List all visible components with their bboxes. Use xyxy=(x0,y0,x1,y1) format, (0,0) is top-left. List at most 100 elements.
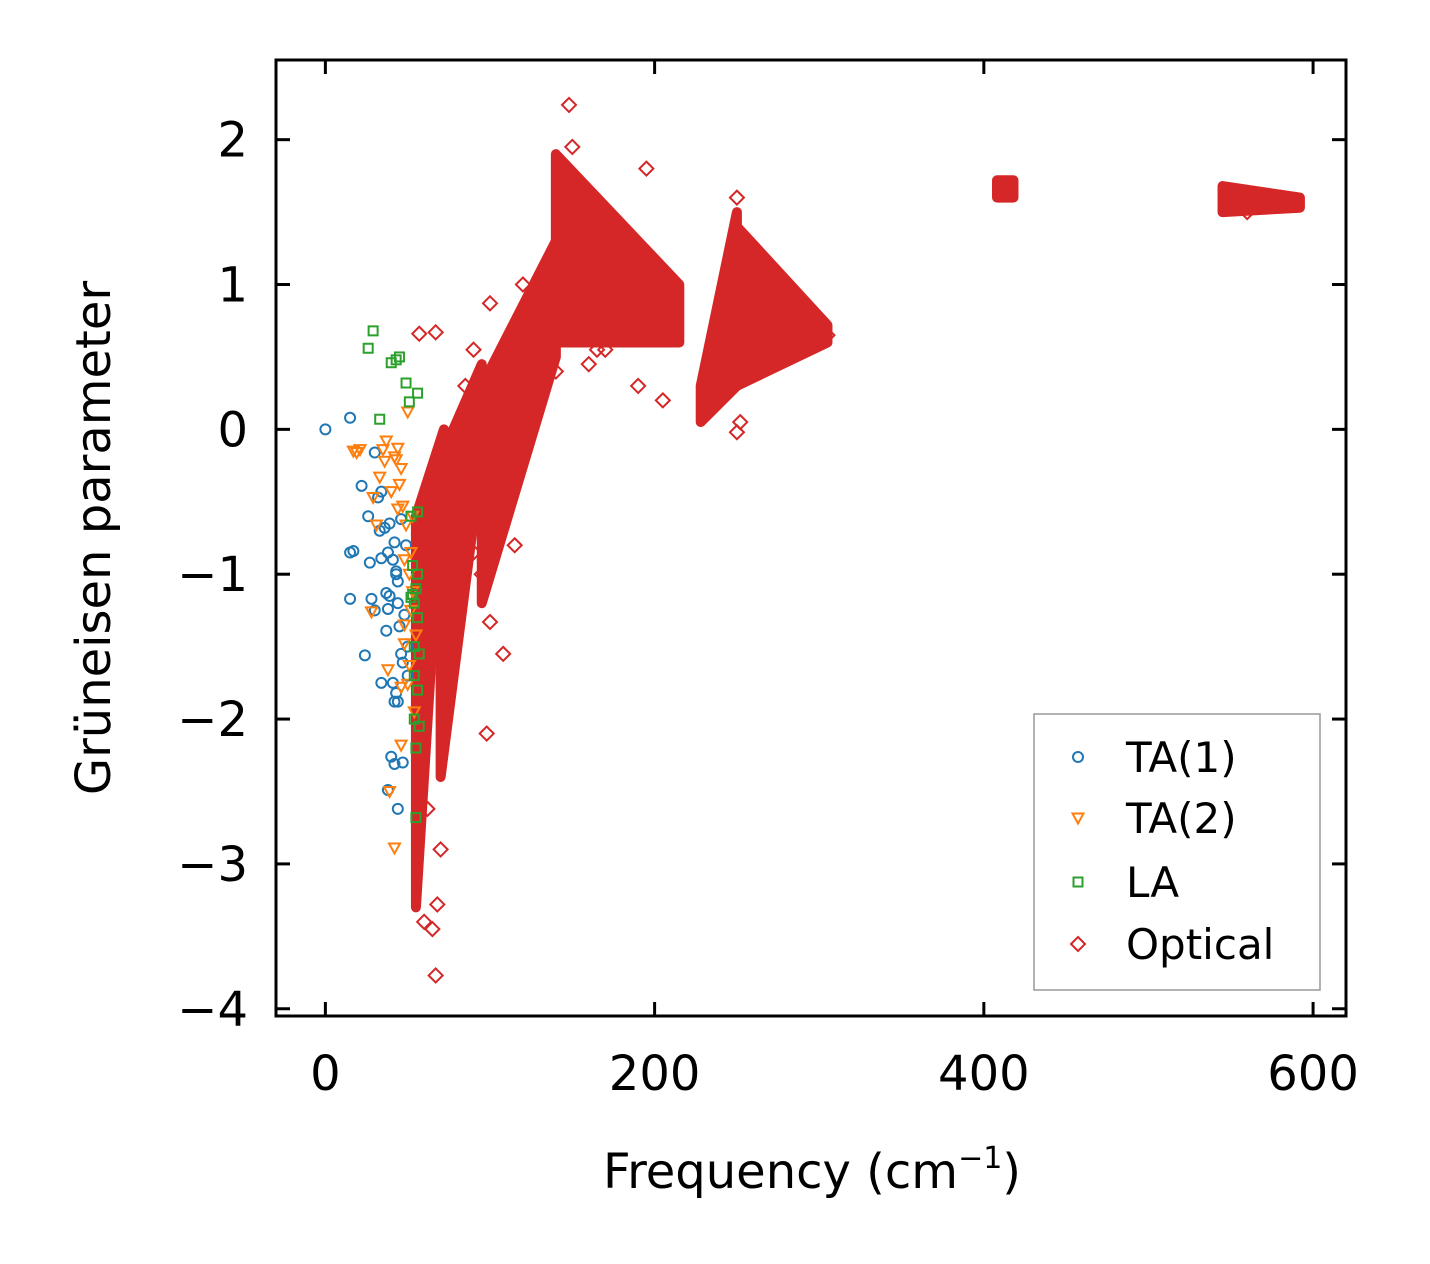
legend-label: TA(2) xyxy=(1125,794,1237,843)
optical-band xyxy=(731,221,833,391)
optical-point xyxy=(761,305,779,322)
optical-point xyxy=(465,341,482,359)
optical-band xyxy=(695,207,742,428)
y-tick-label: −1 xyxy=(177,547,248,603)
x-tick-label: 400 xyxy=(938,1046,1030,1102)
ta-1-point xyxy=(388,536,401,549)
la-point xyxy=(412,568,424,580)
legend-entry: TA(2) xyxy=(1070,794,1237,843)
ta-1-point xyxy=(386,553,399,566)
ta-2-point xyxy=(400,406,415,420)
optical-point xyxy=(991,177,1009,195)
ta-1-point xyxy=(375,676,388,689)
optical-point xyxy=(1288,196,1306,214)
ta-2-point xyxy=(369,519,384,533)
ta-1-point xyxy=(391,575,404,588)
y-tick-label: −4 xyxy=(177,982,248,1038)
ta-2-point xyxy=(393,739,409,753)
optical-point xyxy=(1000,184,1017,202)
la-point xyxy=(410,812,422,824)
ta-1-point xyxy=(347,545,360,558)
ta-1-point xyxy=(385,750,398,763)
y-tick-label: −2 xyxy=(177,692,248,748)
la-point xyxy=(413,648,425,660)
ta-2-point xyxy=(365,491,381,506)
ta-2-point xyxy=(372,471,387,485)
optical-point xyxy=(563,138,581,156)
la-point xyxy=(390,354,402,366)
ta-1-point xyxy=(391,802,404,815)
optical-point xyxy=(473,565,491,583)
la-point xyxy=(393,351,405,363)
optical-band xyxy=(550,149,685,348)
x-axis-title-close: ) xyxy=(1002,1144,1021,1200)
la-point xyxy=(412,684,424,696)
optical-point xyxy=(580,355,598,373)
y-tick-label: 1 xyxy=(217,258,248,314)
y-axis-title: Grüneisen parameter xyxy=(66,281,122,796)
ta-2-point xyxy=(407,706,422,720)
optical-point xyxy=(410,325,428,343)
ta-2-point xyxy=(403,546,419,561)
la-point xyxy=(408,597,420,609)
optical-point xyxy=(728,423,746,441)
la-point xyxy=(412,387,424,399)
ta-2-point xyxy=(352,444,368,458)
ta-1-point xyxy=(362,510,375,523)
optical-point xyxy=(478,725,496,742)
la-point xyxy=(410,742,422,754)
legend: TA(1) TA(2) LA Optical xyxy=(1033,713,1321,991)
ta-2-point xyxy=(393,681,409,695)
la-point xyxy=(408,670,420,682)
optical-point xyxy=(465,544,482,561)
ta-1-point xyxy=(380,587,393,600)
y-tick-label: −3 xyxy=(177,837,248,893)
ta-2-point xyxy=(392,478,407,492)
ta-1-point xyxy=(391,695,404,708)
legend-marker xyxy=(1070,812,1086,826)
ta-1-point xyxy=(383,517,396,530)
optical-point xyxy=(637,160,655,178)
optical-point xyxy=(720,363,738,380)
optical-point xyxy=(613,312,631,330)
ta-1-point xyxy=(319,423,332,436)
la-point xyxy=(412,506,424,518)
ta-1-point xyxy=(388,757,401,770)
la-point xyxy=(413,720,425,732)
ta-1-point xyxy=(368,446,381,459)
legend-label: TA(1) xyxy=(1125,733,1237,782)
ta-2-point xyxy=(364,606,379,620)
optical-point xyxy=(514,276,532,293)
ta-1-point xyxy=(358,649,371,662)
ta-1-point xyxy=(365,592,378,605)
legend-label: LA xyxy=(1126,858,1179,907)
optical-point xyxy=(572,189,589,207)
x-tick-label: 600 xyxy=(1267,1046,1359,1102)
optical-band xyxy=(1217,181,1305,218)
optical-point xyxy=(662,283,680,301)
legend-entry: TA(1) xyxy=(1072,733,1237,782)
ta-2-point xyxy=(390,442,406,456)
optical-point xyxy=(728,189,746,207)
ta-2-point xyxy=(402,659,417,674)
optical-point xyxy=(456,377,474,395)
optical-point xyxy=(1222,189,1240,207)
x-axis-title: Frequency (cm−1) xyxy=(603,1141,1021,1200)
ta-2-point xyxy=(387,842,402,856)
ta-1-point xyxy=(344,411,357,424)
optical-point xyxy=(506,536,524,554)
ta-2-point xyxy=(379,435,394,449)
axis-tick-labels: 0 200 400 600 −4 −3 −2 −1 0 1 2 xyxy=(177,113,1359,1102)
ta-1-point xyxy=(375,485,388,498)
ta-2-point xyxy=(382,785,397,800)
ta-1-point xyxy=(396,756,409,769)
la-point xyxy=(412,612,424,624)
ta-2-point xyxy=(375,444,391,458)
legend-marker xyxy=(1072,751,1084,763)
optical-point xyxy=(427,967,445,984)
la-point xyxy=(374,413,386,425)
optical-point xyxy=(530,305,548,322)
plot-frame xyxy=(274,58,1348,1018)
ta-1-point xyxy=(380,624,393,637)
optical-point xyxy=(646,305,664,322)
